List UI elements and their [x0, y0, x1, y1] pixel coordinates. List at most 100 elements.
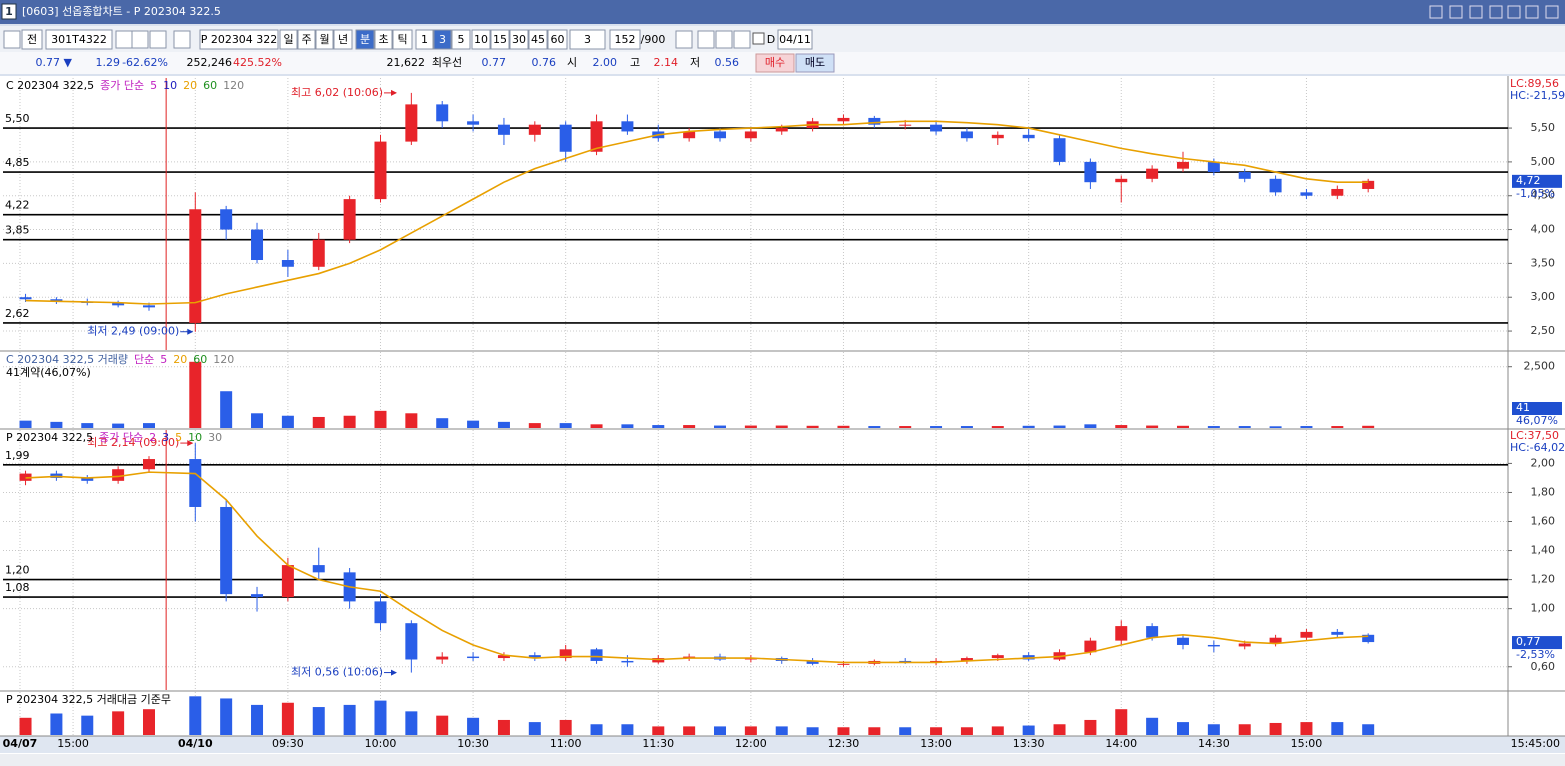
toolbar-label[interactable]: 분 [360, 33, 370, 46]
toolbar-label[interactable]: 3 [584, 33, 591, 46]
toolbar-label[interactable]: 04/11 [779, 33, 811, 46]
candle-body [559, 124, 572, 152]
toolbar-label[interactable]: 일 [283, 32, 293, 46]
candle-body [991, 655, 1004, 659]
toolbar-icon[interactable] [131, 30, 149, 49]
toolbar-label[interactable]: 15 [493, 33, 507, 46]
bar [837, 727, 850, 735]
toolbar-button[interactable] [279, 29, 298, 50]
candle-body [528, 655, 541, 659]
toolbar-icon[interactable] [733, 30, 751, 49]
toolbar-button[interactable] [374, 29, 393, 50]
window-button[interactable] [1469, 5, 1483, 19]
toolbar-icon[interactable] [149, 30, 167, 49]
toolbar-label[interactable]: 45 [531, 33, 545, 46]
toolbar-button[interactable] [415, 29, 434, 50]
x-tick-label: 15:00 [57, 737, 89, 750]
window-button[interactable] [1507, 5, 1521, 19]
toolbar-label[interactable]: 1 [421, 33, 428, 46]
toolbar-label[interactable]: 30 [512, 33, 526, 46]
bar [1238, 426, 1251, 428]
toolbar-label[interactable]: 년 [338, 33, 348, 46]
toolbar-label[interactable]: 초 [378, 33, 388, 46]
window-button[interactable] [1429, 5, 1443, 19]
bar [220, 391, 233, 428]
toolbar-label[interactable]: 10 [474, 33, 488, 46]
window-button[interactable] [1545, 5, 1559, 19]
info-value: 0.56 [715, 56, 740, 69]
buy-button-bg[interactable] [755, 53, 795, 73]
annotation-arrowhead [391, 669, 398, 676]
toolbar-icon[interactable] [3, 30, 21, 49]
toolbar-label[interactable]: 301T4322 [51, 33, 107, 46]
toolbar-icon[interactable] [675, 30, 693, 49]
bar [1084, 424, 1097, 428]
bar [1207, 426, 1220, 428]
toolbar-button[interactable] [547, 29, 568, 50]
candle-body [1331, 188, 1344, 196]
candle-body [590, 649, 603, 661]
candle-body [251, 594, 264, 598]
toolbar-button[interactable] [569, 29, 606, 50]
toolbar-button[interactable] [392, 29, 413, 50]
toolbar-button[interactable] [21, 29, 43, 50]
toolbar-button[interactable] [609, 29, 641, 50]
bar [960, 727, 973, 735]
scrollbar[interactable] [0, 754, 1565, 766]
sell-button-bg[interactable] [795, 53, 835, 73]
toolbar-button[interactable] [528, 29, 548, 50]
toolbar-button[interactable] [433, 29, 452, 50]
toolbar-icon[interactable] [697, 30, 715, 49]
toolbar-button[interactable] [333, 29, 353, 50]
bar [497, 719, 510, 735]
toolbar-button[interactable] [199, 29, 279, 50]
toolbar-label[interactable]: 틱 [397, 33, 407, 46]
bar [744, 726, 757, 735]
toolbar-button[interactable] [777, 29, 813, 50]
toolbar-label[interactable]: /900 [641, 33, 666, 46]
toolbar-label[interactable]: D [767, 33, 775, 46]
current-label: 41 [1516, 401, 1530, 414]
toolbar-label[interactable]: 60 [551, 33, 565, 46]
window-button[interactable] [1525, 5, 1539, 19]
toolbar-icon[interactable] [173, 30, 191, 49]
toolbar-button[interactable] [45, 29, 113, 50]
toolbar-icon[interactable] [715, 30, 733, 49]
info-value[interactable]: 매수 [765, 56, 785, 69]
x-tick-label: 09:30 [272, 737, 304, 750]
toolbar-button[interactable] [490, 29, 510, 50]
checkbox[interactable] [752, 32, 765, 45]
bar [1146, 425, 1159, 428]
pane-header: 5 [160, 353, 167, 366]
toolbar-label[interactable]: P 202304 322 [201, 33, 278, 46]
toolbar-button[interactable] [451, 29, 471, 50]
level-label: 4,85 [5, 156, 30, 169]
toolbar-button[interactable] [355, 29, 375, 50]
bar [1115, 425, 1128, 428]
candle-body [1269, 637, 1282, 644]
toolbar-button[interactable] [509, 29, 529, 50]
x-tick-label: 13:30 [1013, 737, 1045, 750]
toolbar-button[interactable] [297, 29, 316, 50]
info-value[interactable]: 매도 [805, 56, 825, 69]
toolbar-label[interactable]: 3 [439, 33, 446, 46]
bar [899, 727, 912, 735]
toolbar-label[interactable]: 152 [615, 33, 636, 46]
toolbar-label[interactable]: 전 [27, 33, 37, 46]
info-value: 시 [567, 56, 577, 69]
toolbar-button[interactable] [471, 29, 491, 50]
toolbar-icon[interactable] [115, 30, 133, 49]
current-change: -2,53% [1516, 648, 1555, 661]
pane-header: 3 [162, 431, 169, 444]
window-button[interactable] [1449, 5, 1463, 19]
toolbar-button[interactable] [315, 29, 334, 50]
window-button[interactable] [1489, 5, 1503, 19]
toolbar-label[interactable]: 주 [301, 33, 311, 46]
bar [1362, 724, 1375, 735]
toolbar-label[interactable]: 5 [458, 33, 465, 46]
bar [1331, 426, 1344, 428]
candle-body [590, 121, 603, 152]
candle-body [991, 134, 1004, 139]
toolbar-label[interactable]: 월 [319, 33, 329, 46]
